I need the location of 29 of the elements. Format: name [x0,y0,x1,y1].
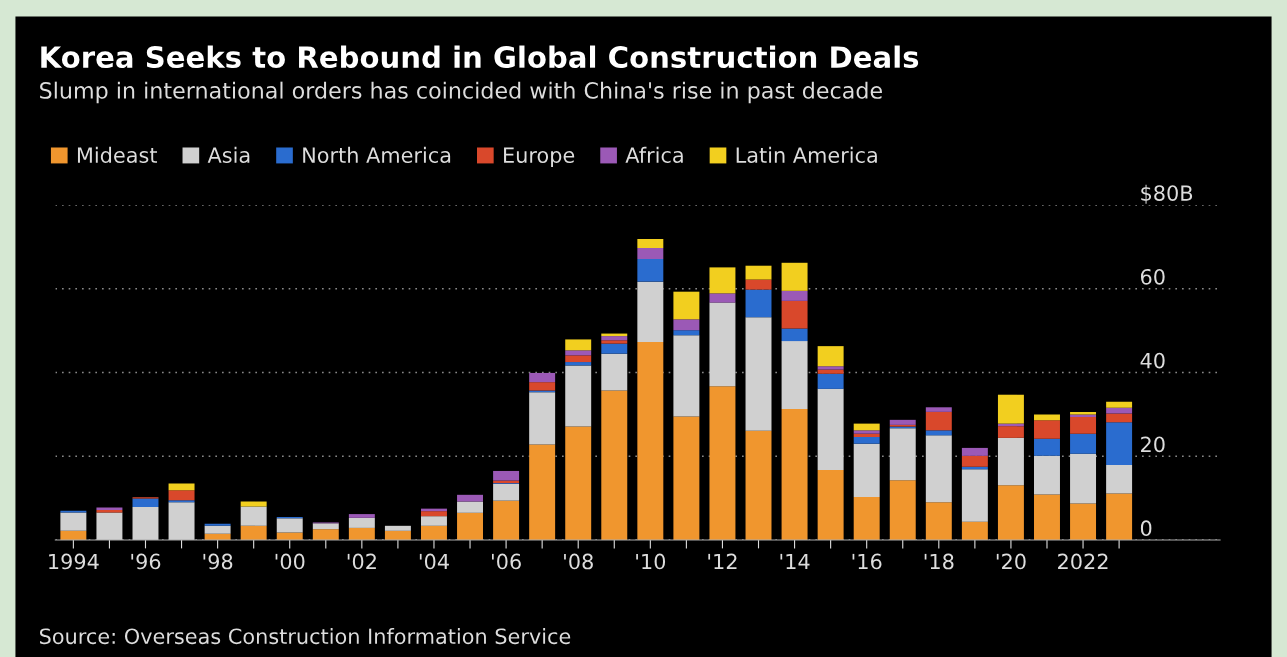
x-tick-label: '10 [636,553,666,570]
x-tick-label: '18 [924,553,954,570]
x-tick-label: '16 [852,553,882,570]
chart-title: Korea Seeks to Rebound in Global Construction Deals [41,45,919,69]
x-tick-label: 2022 [1058,553,1108,570]
y-tick-label: 0 [1140,520,1152,537]
x-tick-label: '04 [419,553,449,570]
chart-subtitle: Slump in international orders has coincided with China's rise in past decade [40,81,882,104]
y-tick-label: 40 [1140,352,1165,369]
y-tick-label: 20 [1141,436,1165,453]
x-tick-label: '02 [347,553,376,570]
legend-label: Asia [207,146,250,163]
source-note: Source: Overseas Construction Information Service [39,628,571,645]
legend-label: Mideast [77,146,158,163]
x-tick-label: '96 [131,553,161,570]
legend-label: Latin America [736,146,877,163]
x-tick-label: '12 [708,553,737,570]
x-tick-label: 1994 [49,553,99,570]
y-tick-label: $80B [1141,184,1193,204]
y-tick-label: 60 [1140,268,1165,285]
x-tick-label: '00 [275,553,305,570]
legend-label: Europe [504,147,575,168]
x-tick-label: '98 [203,553,233,570]
x-tick-label: '08 [564,553,593,570]
x-tick-label: '20 [996,553,1026,570]
x-tick-label: '14 [780,553,810,570]
legend-label: Africa [625,146,683,163]
x-tick-label: '06 [491,553,521,570]
legend-label: North America [303,146,451,163]
